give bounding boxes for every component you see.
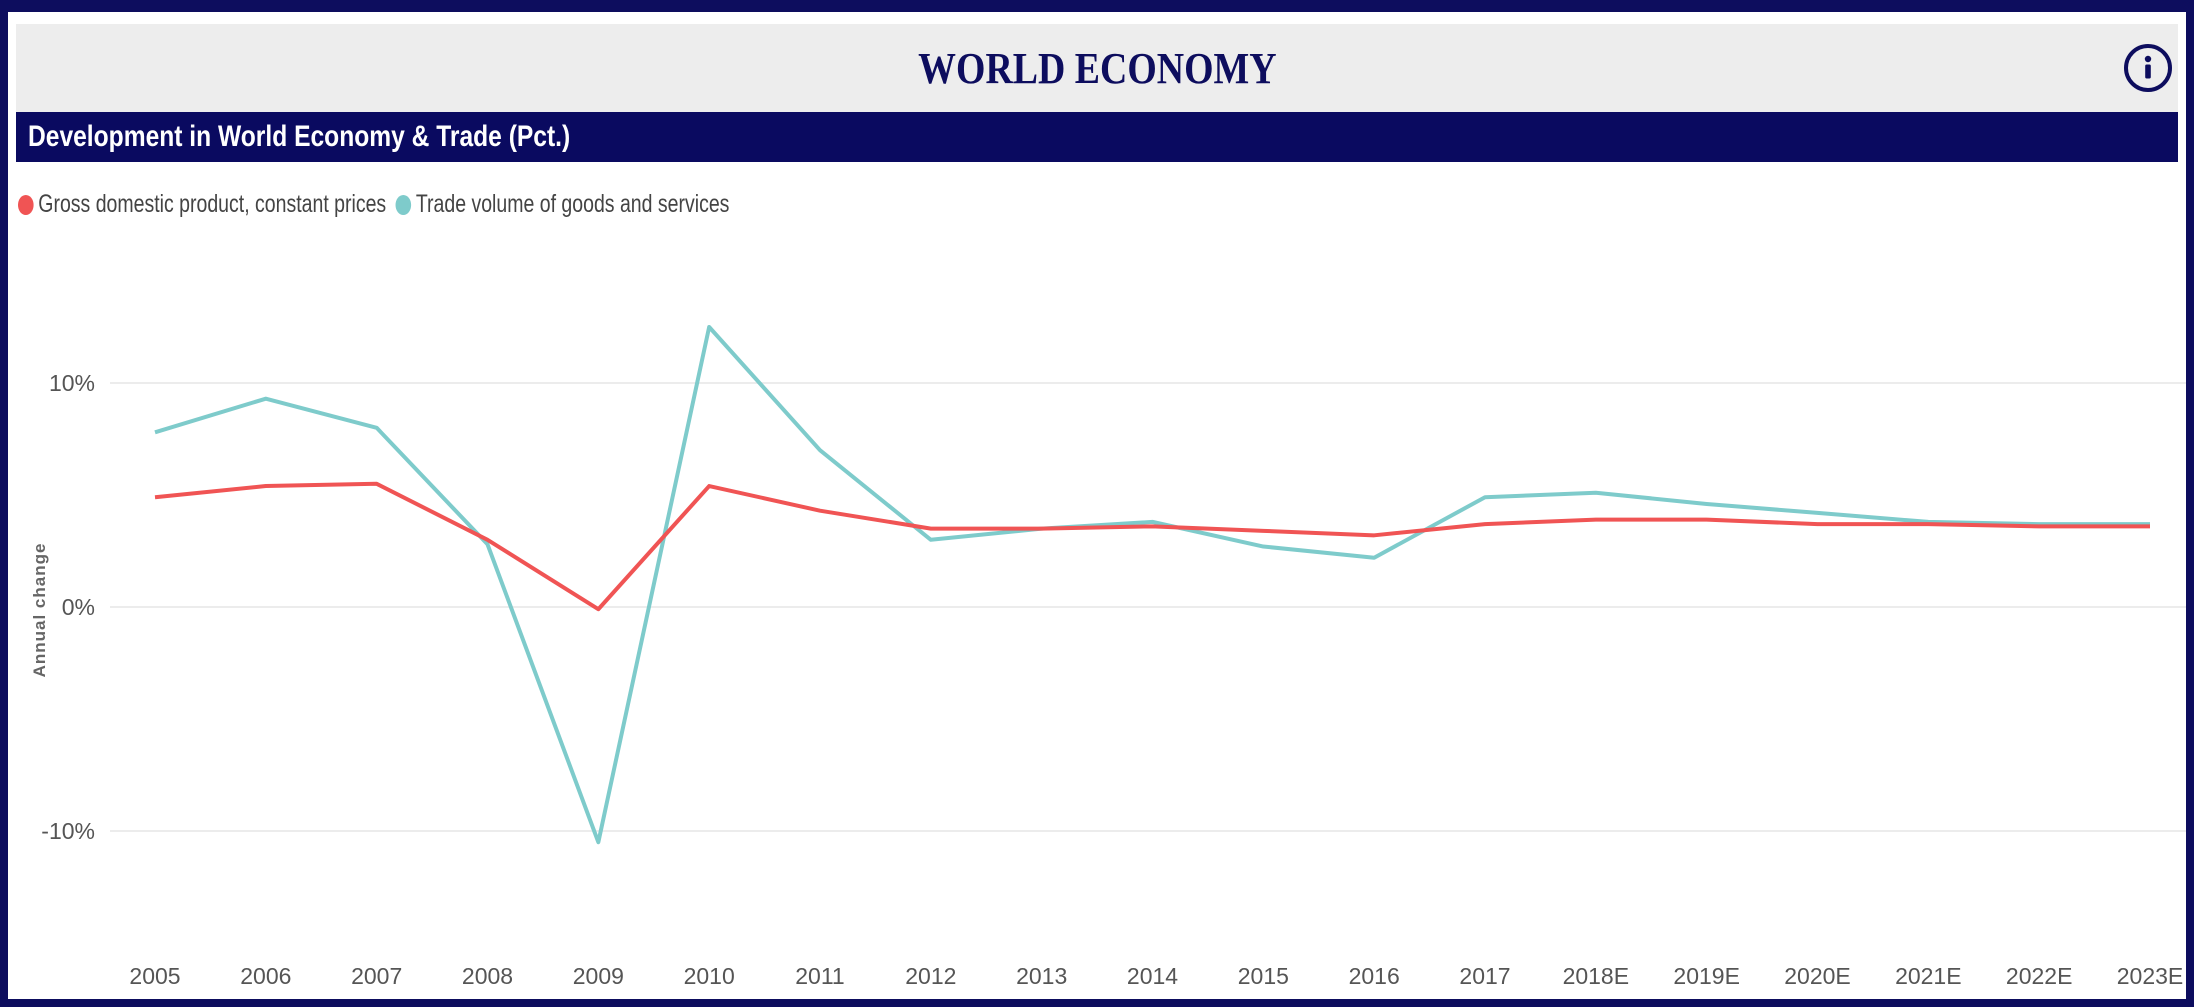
x-tick-label: 2014 [1127,963,1178,989]
x-tick-label: 2009 [573,963,624,989]
legend-item-gdp[interactable]: Gross domestic product, constant prices [18,190,386,219]
y-axis-ticks: 10% 0% -10% [41,370,95,844]
x-tick-label: 2018E [1563,963,1630,989]
x-axis-ticks: 2005 2006 2007 2008 2009 2010 2011 2012 2013 2014… [129,963,2183,989]
x-tick-label: 2006 [240,963,291,989]
chart-legend: Gross domestic product, constant prices … [18,190,739,219]
y-tick-label: 10% [49,370,95,396]
title-bar: WORLD ECONOMY [16,24,2178,112]
legend-marker-trade [395,194,412,215]
chart-title: Development in World Economy & Trade (Pc… [28,120,571,153]
x-tick-label: 2017 [1459,963,1510,989]
legend-marker-gdp [18,194,34,215]
series-lines [154,325,2150,845]
legend-label-trade: Trade volume of goods and services [415,190,730,218]
x-tick-label: 2012 [905,963,956,989]
x-tick-label: 2005 [129,963,180,989]
series-line-gdp[interactable] [154,481,2150,612]
chart-header-bar: Development in World Economy & Trade (Pc… [16,112,2178,162]
page-title: WORLD ECONOMY [917,43,1277,93]
grid-lines [110,382,2186,832]
x-tick-label: 2010 [684,963,735,989]
series-line-trade[interactable] [154,325,2150,845]
x-tick-label: 2022E [2006,963,2073,989]
x-tick-label: 2021E [1895,963,1962,989]
y-tick-label: 0% [62,594,95,620]
x-tick-label: 2007 [351,963,402,989]
x-tick-label: 2023E [2117,963,2184,989]
legend-item-trade[interactable]: Trade volume of goods and services [395,190,730,219]
x-tick-label: 2011 [795,963,844,989]
x-tick-label: 2019E [1673,963,1740,989]
x-tick-label: 2016 [1349,963,1400,989]
x-tick-label: 2008 [462,963,513,989]
x-tick-label: 2020E [1784,963,1851,989]
info-circle-icon [2144,55,2152,79]
y-tick-label: -10% [41,818,95,844]
legend-label-gdp: Gross domestic product, constant prices [38,190,387,218]
info-button[interactable] [2124,44,2172,92]
x-tick-label: 2013 [1016,963,1067,989]
x-tick-label: 2015 [1238,963,1289,989]
